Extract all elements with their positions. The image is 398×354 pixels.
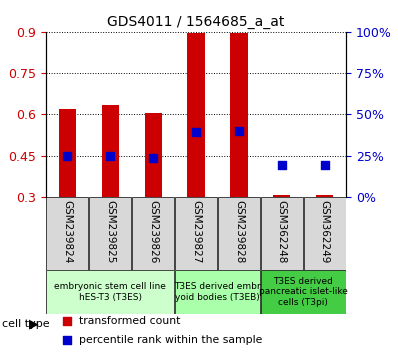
Text: transformed count: transformed count [79,316,180,326]
Text: ▶: ▶ [29,318,38,330]
Text: percentile rank within the sample: percentile rank within the sample [79,335,262,345]
Bar [230,33,248,197]
Text: GSM239827: GSM239827 [191,200,201,264]
Point [322,162,328,168]
Text: T3ES derived embr
yoid bodies (T3EB): T3ES derived embr yoid bodies (T3EB) [174,282,261,302]
Text: cell type: cell type [2,319,50,329]
Text: GSM239825: GSM239825 [105,200,115,264]
Bar [46,270,174,314]
Bar [175,270,260,314]
Point [64,153,70,158]
Point [193,129,199,135]
Point [236,128,242,133]
Bar [261,270,346,314]
Bar [304,197,346,270]
Bar [316,194,334,197]
Bar [132,197,174,270]
Bar [218,197,260,270]
Bar [175,197,217,270]
Text: GSM239826: GSM239826 [148,200,158,264]
Bar [273,195,291,197]
Point [279,162,285,168]
Point [150,155,156,161]
Bar [59,109,76,197]
Text: GSM362249: GSM362249 [320,200,330,264]
Text: GSM362248: GSM362248 [277,200,287,264]
Text: GSM239824: GSM239824 [62,200,72,264]
Bar [144,113,162,197]
Bar [261,197,303,270]
Text: GSM239828: GSM239828 [234,200,244,264]
Text: T3ES derived
pancreatic islet-like
cells (T3pi): T3ES derived pancreatic islet-like cells… [259,277,348,307]
Title: GDS4011 / 1564685_a_at: GDS4011 / 1564685_a_at [107,16,285,29]
Bar [46,197,88,270]
Bar [89,197,131,270]
Point [107,153,113,158]
Bar [187,33,205,197]
Point [64,337,70,343]
Text: embryonic stem cell line
hES-T3 (T3ES): embryonic stem cell line hES-T3 (T3ES) [54,282,166,302]
Point [64,318,70,324]
Bar [101,105,119,197]
